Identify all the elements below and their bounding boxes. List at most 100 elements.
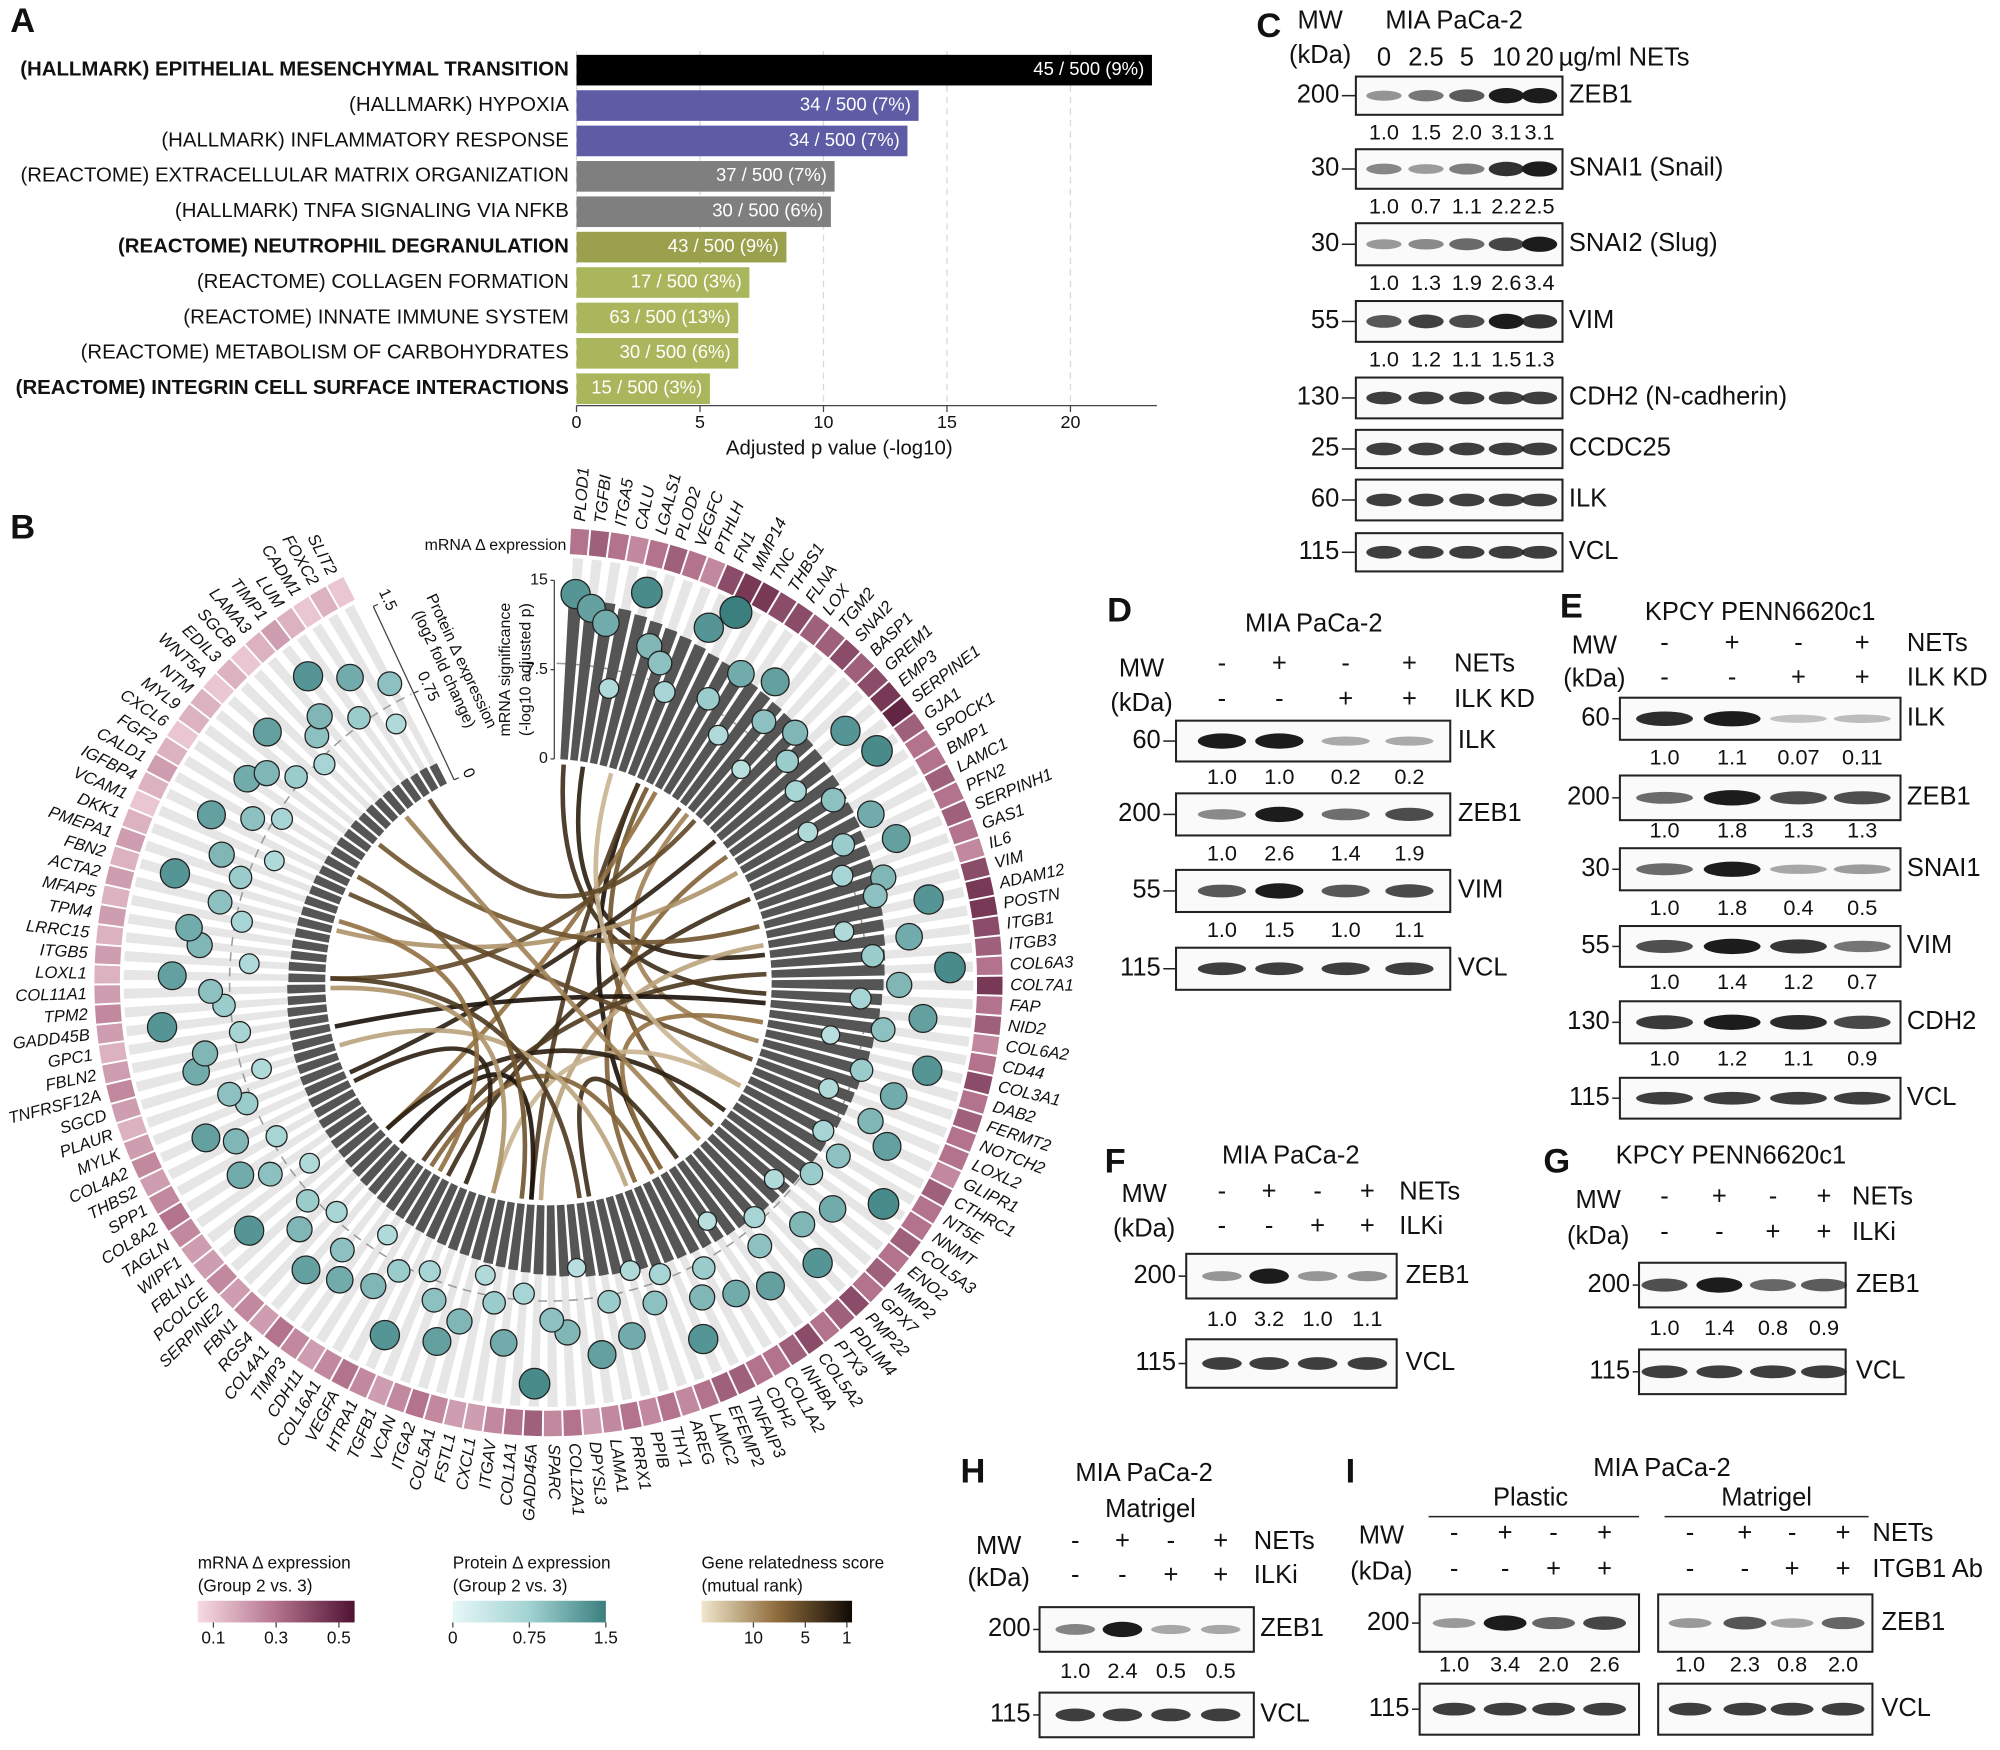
spoke [125, 932, 327, 962]
expression-cell [974, 936, 1002, 957]
significance-bar [288, 961, 326, 973]
panel-letter: C [1256, 7, 1281, 45]
condition-sign: - [1549, 1519, 1557, 1547]
legend-colorbar [452, 1600, 606, 1623]
condition-sign: - [1313, 1177, 1321, 1205]
condition-sign: + [1836, 1555, 1851, 1583]
expression-cell [129, 790, 161, 817]
protein-label: CDH2 (N-cadherin) [1569, 383, 1787, 411]
protein-point [217, 1081, 243, 1107]
blot-title: MIA PaCa-2 [1385, 6, 1522, 34]
protein-point [755, 1271, 786, 1301]
mw-header: MW [1297, 6, 1342, 34]
blot-band [1668, 1618, 1712, 1629]
expression-cell [975, 995, 1003, 1015]
legend-tick-label: 0.3 [264, 1628, 288, 1648]
blot-band [1833, 714, 1891, 723]
panel-letter: E [1560, 588, 1583, 626]
bar-label: 34 / 500 (7%) [800, 93, 911, 114]
significance-bar [739, 802, 854, 874]
significance-bar [291, 1033, 334, 1052]
blot-band [1055, 1708, 1096, 1722]
blot-band [1297, 1271, 1338, 1282]
significance-bar [297, 916, 333, 933]
quant-label: 0.7 [1411, 194, 1441, 219]
legend-title: (Group 2 vs. 3) [453, 1575, 568, 1595]
expression-cell [921, 1178, 953, 1207]
blot-band [1432, 1618, 1476, 1629]
significance-bar [744, 816, 860, 883]
condition-name: ILK KD [1907, 663, 1988, 691]
significance-bar [753, 844, 871, 901]
quant-label: 2.0 [1539, 1652, 1569, 1677]
expression-cell [131, 1151, 162, 1179]
protein-label: VIM [1907, 931, 1952, 959]
significance-bar [304, 1071, 347, 1097]
blot-band [1347, 1271, 1388, 1282]
gene-label: COL7A1 [1010, 975, 1074, 994]
condition-sign: - [1794, 629, 1802, 657]
significance-bar [576, 1202, 596, 1277]
relatedness-link [377, 842, 760, 945]
protein-point [306, 703, 333, 730]
relatedness-link [577, 1076, 680, 1197]
blot-band [1366, 239, 1402, 250]
mw-label: 30 [1311, 229, 1339, 257]
significance-bar [716, 748, 823, 841]
condition-sign: - [1071, 1561, 1080, 1589]
condition-sign: + [1163, 1561, 1178, 1589]
protein-point [263, 850, 285, 872]
blot-band [1385, 884, 1434, 898]
protein-point [812, 1119, 835, 1143]
expression-cell [96, 925, 124, 946]
mw-header: (kDa) [968, 1564, 1030, 1592]
protein-tick [413, 690, 419, 694]
condition-sign: - [1660, 1218, 1668, 1246]
condition-sign: + [1725, 629, 1740, 657]
mw-label: 60 [1581, 703, 1609, 731]
mw-header: (kDa) [1563, 665, 1625, 693]
blot-band [1197, 884, 1247, 898]
blot-band [1770, 864, 1827, 874]
expression-cell [857, 667, 888, 698]
condition-name: µg/ml NETs [1559, 43, 1690, 71]
condition-name: NETs [1872, 1519, 1933, 1547]
quant-label: 0.5 [1847, 895, 1877, 920]
protein-label: SNAI1 [1907, 854, 1981, 882]
protein-point [688, 1323, 719, 1355]
bar-label: 63 / 500 (13%) [609, 306, 730, 327]
x-tick-label: 5 [695, 412, 705, 432]
significance-bar [391, 784, 414, 810]
quant-label: 1.0 [1369, 120, 1399, 145]
legend-tick-label: 0.75 [513, 1628, 546, 1648]
significance-bar [560, 590, 583, 760]
blot-band [1255, 962, 1304, 976]
expression-cell [904, 729, 936, 759]
quant-label: 2.4 [1107, 1658, 1137, 1683]
condition-sign: + [1597, 1519, 1612, 1547]
blot-title: MIA PaCa-2 [1593, 1454, 1730, 1482]
blot-band [1321, 884, 1370, 898]
expression-cell [963, 1071, 993, 1095]
gene-label: ITGB3 [1008, 930, 1058, 953]
significance-bar [679, 691, 771, 807]
expression-cell [296, 1338, 326, 1370]
significance-bar [726, 1110, 810, 1174]
protein-point [797, 821, 819, 843]
protein-label: VIM [1458, 876, 1503, 904]
expression-cell [930, 1161, 961, 1189]
blot-band [1408, 442, 1444, 456]
protein-point [693, 612, 725, 643]
category-label: (REACTOME) COLLAGEN FORMATION [197, 271, 569, 293]
mw-label: 115 [1569, 1083, 1610, 1111]
expression-cell [444, 1399, 467, 1428]
mw-label: 115 [1135, 1348, 1176, 1376]
protein-point [913, 884, 944, 915]
expression-cell [865, 1257, 897, 1288]
gene-label: COL6A3 [1010, 952, 1075, 973]
significance-bar [352, 1136, 393, 1178]
expression-cell [106, 1079, 136, 1103]
protein-point [802, 1247, 833, 1279]
protein-label: ZEB1 [1881, 1608, 1945, 1636]
expression-cell [137, 772, 169, 800]
